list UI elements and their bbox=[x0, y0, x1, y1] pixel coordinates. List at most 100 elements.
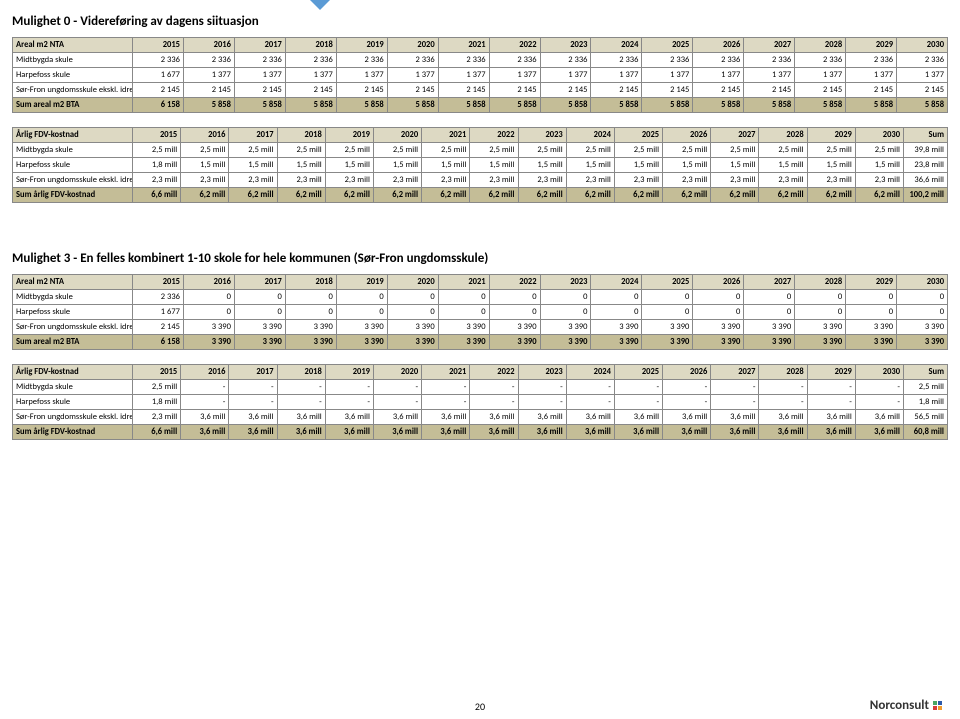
sum-cell: 6,2 mill bbox=[325, 188, 373, 203]
cell: 3 390 bbox=[489, 320, 540, 335]
row-label: Midtbygda skule bbox=[13, 290, 133, 305]
cell: 2,5 mill bbox=[229, 143, 277, 158]
cell: 2 145 bbox=[540, 83, 591, 98]
sum-cell: 3,6 mill bbox=[325, 425, 373, 440]
col-header: 2021 bbox=[438, 38, 489, 53]
cell: - bbox=[807, 380, 855, 395]
sum-label: Sum areal m2 BTA bbox=[13, 98, 133, 113]
logo-dots-icon bbox=[933, 701, 942, 710]
cell: 56,5 mill bbox=[904, 410, 948, 425]
cell: 2,5 mill bbox=[133, 380, 181, 395]
sum-cell: 5 858 bbox=[336, 98, 387, 113]
sum-cell: 3,6 mill bbox=[807, 425, 855, 440]
sum-cell: 3,6 mill bbox=[711, 425, 759, 440]
cell: 3 390 bbox=[591, 320, 642, 335]
sum-cell: 3 390 bbox=[846, 335, 897, 350]
cell: 2,3 mill bbox=[759, 173, 807, 188]
cell: 2,3 mill bbox=[614, 173, 662, 188]
cell: 1,5 mill bbox=[855, 158, 903, 173]
col-header: 2028 bbox=[759, 365, 807, 380]
col-header: 2029 bbox=[846, 38, 897, 53]
cell: 1 377 bbox=[642, 68, 693, 83]
cell: - bbox=[470, 395, 518, 410]
sum-cell: 5 858 bbox=[183, 98, 234, 113]
col-header: 2027 bbox=[711, 365, 759, 380]
cell: 2 145 bbox=[897, 83, 948, 98]
cell: 1,8 mill bbox=[133, 395, 181, 410]
cell: 3,6 mill bbox=[373, 410, 421, 425]
cell: 2 145 bbox=[133, 320, 184, 335]
cell: 3,6 mill bbox=[566, 410, 614, 425]
col-header: 2017 bbox=[234, 275, 285, 290]
cell: 2 336 bbox=[387, 53, 438, 68]
col-header: 2017 bbox=[234, 38, 285, 53]
cell: 1 377 bbox=[591, 68, 642, 83]
cell: - bbox=[855, 380, 903, 395]
cell: 3 390 bbox=[693, 320, 744, 335]
cell: 0 bbox=[183, 290, 234, 305]
cell: 0 bbox=[795, 290, 846, 305]
cell: 2 145 bbox=[642, 83, 693, 98]
sum-cell: 5 858 bbox=[642, 98, 693, 113]
sum-cell: 6,2 mill bbox=[566, 188, 614, 203]
col-header: 2020 bbox=[387, 38, 438, 53]
cell: - bbox=[518, 395, 566, 410]
cell: 3,6 mill bbox=[663, 410, 711, 425]
col-header: 2016 bbox=[183, 275, 234, 290]
col-header: 2025 bbox=[642, 275, 693, 290]
col-header: 2018 bbox=[285, 275, 336, 290]
sum-cell: 5 858 bbox=[897, 98, 948, 113]
sum-cell: 3 390 bbox=[183, 335, 234, 350]
cell: 3,6 mill bbox=[807, 410, 855, 425]
col-header: 2019 bbox=[336, 275, 387, 290]
sum-cell: 5 858 bbox=[795, 98, 846, 113]
cell: 3,6 mill bbox=[614, 410, 662, 425]
cell: 2 336 bbox=[795, 53, 846, 68]
cell: 3 390 bbox=[846, 320, 897, 335]
cell: 0 bbox=[846, 305, 897, 320]
sum-cell: 5 858 bbox=[540, 98, 591, 113]
col-header: 2022 bbox=[489, 275, 540, 290]
cell: 2 145 bbox=[795, 83, 846, 98]
cell: 2,5 mill bbox=[663, 143, 711, 158]
sum-cell: 3 390 bbox=[387, 335, 438, 350]
row-label: Sør-Fron ungdomsskule ekskl. idrettshall bbox=[13, 83, 133, 98]
sum-cell: 3 390 bbox=[336, 335, 387, 350]
sum-cell: 3 390 bbox=[693, 335, 744, 350]
cell: 2 145 bbox=[183, 83, 234, 98]
cell: 2 145 bbox=[489, 83, 540, 98]
cell: 2,5 mill bbox=[518, 143, 566, 158]
cell: 1,5 mill bbox=[759, 158, 807, 173]
cell: 0 bbox=[897, 305, 948, 320]
cell: 0 bbox=[336, 290, 387, 305]
col-header: 2025 bbox=[642, 38, 693, 53]
cell: 1,5 mill bbox=[422, 158, 470, 173]
cell: - bbox=[759, 380, 807, 395]
cell: 2 145 bbox=[591, 83, 642, 98]
cell: 39,8 mill bbox=[904, 143, 948, 158]
cell: 1,5 mill bbox=[566, 158, 614, 173]
col-header: 2030 bbox=[897, 275, 948, 290]
cell: 2 145 bbox=[234, 83, 285, 98]
norconsult-logo: Norconsult bbox=[870, 698, 942, 713]
cell: - bbox=[422, 380, 470, 395]
col-header: 2027 bbox=[744, 275, 795, 290]
col-header: Sum bbox=[904, 365, 948, 380]
cell: 0 bbox=[591, 290, 642, 305]
cell: 2,5 mill bbox=[373, 143, 421, 158]
cell: 2 336 bbox=[489, 53, 540, 68]
row-label: Sør-Fron ungdomsskule ekskl. idrettshall bbox=[13, 410, 133, 425]
col-header: 2020 bbox=[373, 365, 421, 380]
cell: 1 377 bbox=[387, 68, 438, 83]
cell: 2 336 bbox=[285, 53, 336, 68]
cell: 0 bbox=[540, 305, 591, 320]
cell: - bbox=[373, 380, 421, 395]
sum-cell: 3,6 mill bbox=[759, 425, 807, 440]
cell: 2 336 bbox=[133, 53, 184, 68]
sum-cell: 6,2 mill bbox=[807, 188, 855, 203]
cell: 3,6 mill bbox=[422, 410, 470, 425]
cell: 1 377 bbox=[336, 68, 387, 83]
cell: 2,3 mill bbox=[470, 173, 518, 188]
cell: 2,3 mill bbox=[133, 173, 181, 188]
cell: 3,6 mill bbox=[325, 410, 373, 425]
